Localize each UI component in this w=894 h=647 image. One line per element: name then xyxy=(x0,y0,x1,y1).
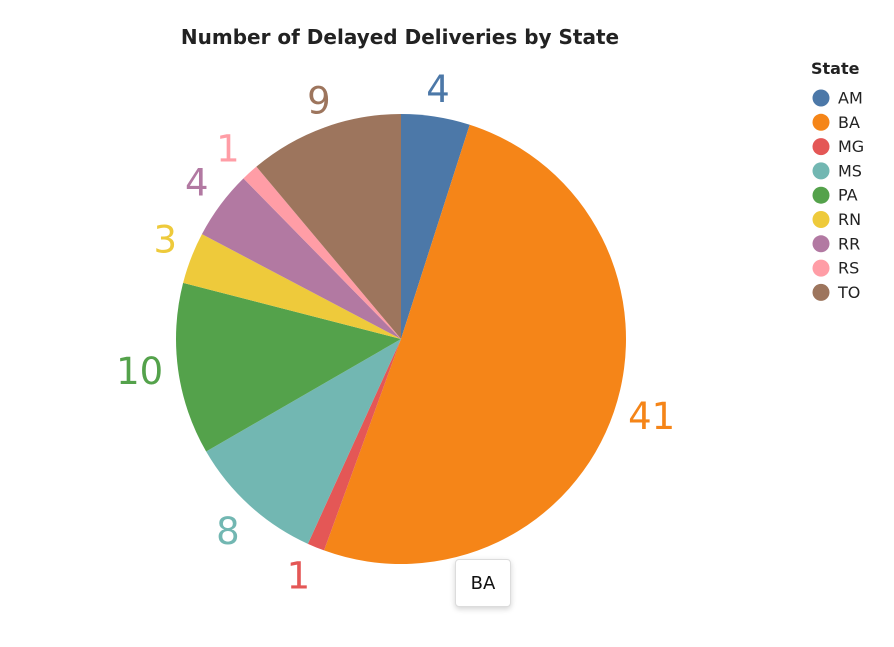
pie-slice-am[interactable] xyxy=(401,114,470,339)
data-label-ba: 41 xyxy=(628,395,675,438)
pie-slice-ms[interactable] xyxy=(206,339,401,544)
tooltip: BA xyxy=(455,559,511,607)
data-label-rs: 1 xyxy=(216,127,240,170)
pie-slices xyxy=(176,114,626,564)
legend-swatch-mg xyxy=(812,138,830,156)
legend-label-rs: RS xyxy=(838,259,859,278)
pie-slice-to[interactable] xyxy=(256,114,401,339)
legend: State AM BA MG MS PA RN RR RS TO xyxy=(811,59,864,302)
pie-slice-rs[interactable] xyxy=(243,166,401,339)
legend-swatch-rn xyxy=(812,211,830,228)
legend-label-rr: RR xyxy=(838,234,860,253)
data-label-rn: 3 xyxy=(154,219,178,262)
data-label-rr: 4 xyxy=(185,162,209,205)
legend-swatch-ms xyxy=(812,162,830,180)
pie-slice-ba[interactable] xyxy=(324,124,626,564)
data-label-to: 9 xyxy=(307,79,331,122)
legend-swatch-rs xyxy=(812,259,830,277)
legend-swatch-rr xyxy=(812,235,830,253)
legend-title: State xyxy=(811,59,860,78)
legend-swatch-to xyxy=(812,283,830,301)
chart-title: Number of Delayed Deliveries by State xyxy=(181,25,619,49)
legend-label-ms: MS xyxy=(838,161,862,180)
pie-slice-mg[interactable] xyxy=(307,339,401,551)
legend-label-rn: RN xyxy=(838,210,861,229)
pie-slice-rr[interactable] xyxy=(201,178,401,339)
legend-swatch-ba xyxy=(812,113,830,131)
legend-swatch-pa xyxy=(812,186,830,204)
legend-label-am: AM xyxy=(838,89,863,108)
legend-swatch-am xyxy=(812,89,830,107)
data-label-mg: 1 xyxy=(287,554,311,597)
legend-label-pa: PA xyxy=(838,186,858,205)
legend-label-to: TO xyxy=(837,283,860,302)
legend-label-ba: BA xyxy=(838,113,860,132)
pie-slice-pa[interactable] xyxy=(176,282,401,452)
data-label-am: 4 xyxy=(426,68,450,111)
pie-slice-rn[interactable] xyxy=(183,234,401,339)
data-label-ms: 8 xyxy=(216,510,240,553)
legend-label-mg: MG xyxy=(838,137,864,156)
data-label-pa: 10 xyxy=(116,350,163,393)
